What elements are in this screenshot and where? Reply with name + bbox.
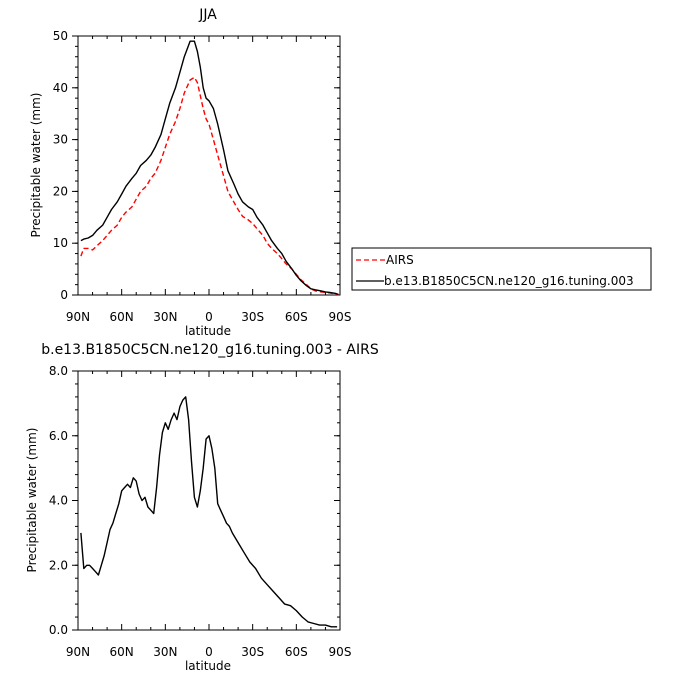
top-chart-title: JJA — [198, 7, 217, 23]
top-y-tick-label: 50 — [53, 29, 68, 43]
top-series-line-0 — [80, 76, 339, 296]
top-x-tick-label: 60S — [285, 310, 308, 324]
top-x-tick-label: 60N — [110, 310, 134, 324]
legend: AIRS b.e13.B1850C5CN.ne120_g16.tuning.00… — [351, 247, 652, 291]
top-x-tick-label: 0 — [205, 310, 213, 324]
bottom-y-axis-label: Precipitable water (mm) — [25, 428, 39, 573]
top-y-tick-label: 20 — [53, 184, 68, 198]
bottom-x-tick-label: 60S — [285, 645, 308, 659]
top-y-tick-label: 10 — [53, 236, 68, 250]
top-chart: JJA 90N 60N 30N 0 30S 60S 90S 0 10 20 30 40 50 latit… — [29, 7, 652, 338]
bottom-plot-frame — [77, 370, 341, 631]
bottom-y-tick-label: 2.0 — [49, 558, 68, 572]
bottom-chart: b.e13.B1850C5CN.ne120_g16.tuning.003 - A… — [25, 342, 379, 673]
top-x-tick-label: 90N — [66, 310, 90, 324]
bottom-x-tick-label: 30S — [241, 645, 264, 659]
top-series-layer — [80, 40, 339, 296]
top-x-tick-label: 90S — [329, 310, 352, 324]
bottom-x-tick-label: 90S — [329, 645, 352, 659]
top-x-axis-label: latitude — [185, 324, 231, 338]
bottom-x-axis-label: latitude — [185, 659, 231, 673]
bottom-series-layer — [80, 396, 338, 628]
top-plot-frame — [77, 35, 341, 296]
top-series-line-1 — [80, 40, 339, 296]
bottom-y-tick-label: 0.0 — [49, 623, 68, 637]
bottom-axis-ticks: 90N 60N 30N 0 30S 60S 90S 0.0 2.0 4.0 6.0 8.0 — [49, 364, 352, 659]
legend-model-label: b.e13.B1850C5CN.ne120_g16.tuning.003 — [384, 274, 634, 288]
top-axis-ticks: 90N 60N 30N 0 30S 60S 90S 0 10 20 30 40 50 — [53, 29, 352, 324]
top-x-tick-label: 30S — [241, 310, 264, 324]
bottom-y-tick-label: 4.0 — [49, 494, 68, 508]
bottom-series-line-0 — [80, 396, 338, 628]
top-y-tick-label: 40 — [53, 81, 68, 95]
top-y-axis-label: Precipitable water (mm) — [29, 93, 43, 238]
bottom-chart-title: b.e13.B1850C5CN.ne120_g16.tuning.003 - A… — [41, 342, 379, 358]
top-x-tick-label: 30N — [153, 310, 177, 324]
bottom-x-tick-label: 60N — [110, 645, 134, 659]
bottom-x-tick-label: 90N — [66, 645, 90, 659]
legend-box — [351, 247, 652, 291]
top-y-tick-label: 0 — [60, 288, 68, 302]
bottom-y-tick-label: 6.0 — [49, 429, 68, 443]
bottom-x-tick-label: 30N — [153, 645, 177, 659]
legend-airs-label: AIRS — [386, 253, 414, 267]
bottom-x-tick-label: 0 — [205, 645, 213, 659]
bottom-y-tick-label: 8.0 — [49, 364, 68, 378]
top-y-tick-label: 30 — [53, 133, 68, 147]
